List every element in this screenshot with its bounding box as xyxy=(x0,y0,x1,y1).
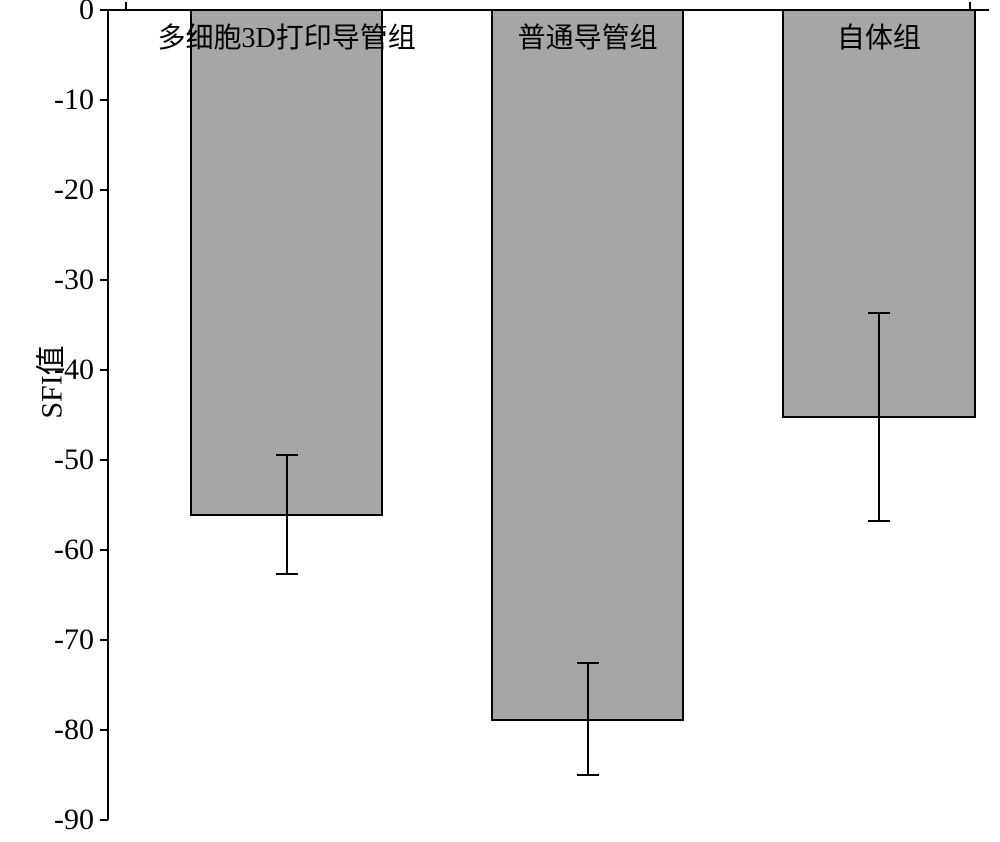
y-tick-label: -60 xyxy=(54,533,94,567)
y-tick-label: -70 xyxy=(54,623,94,657)
error-bar xyxy=(878,313,880,521)
plot-area: 0-10-20-30-40-50-60-70-80-90多细胞3D打印导管组普通… xyxy=(108,10,988,820)
bar-label: 普通导管组 xyxy=(518,16,658,56)
error-bar-cap-upper xyxy=(577,662,599,664)
y-tick xyxy=(100,819,108,821)
y-tick-label: -30 xyxy=(54,263,94,297)
error-bar-cap-upper xyxy=(276,454,298,456)
y-tick-label: -20 xyxy=(54,173,94,207)
y-tick xyxy=(100,729,108,731)
x-tick xyxy=(969,2,971,10)
y-tick-label: -10 xyxy=(54,83,94,117)
error-bar xyxy=(587,663,589,776)
bar-label: 多细胞3D打印导管组 xyxy=(158,16,416,56)
y-tick xyxy=(100,189,108,191)
y-axis-label: SFI值 xyxy=(27,345,71,418)
y-tick xyxy=(100,279,108,281)
x-tick xyxy=(125,2,127,10)
y-tick-label: -50 xyxy=(54,443,94,477)
y-tick-label: -80 xyxy=(54,713,94,747)
error-bar-cap-lower xyxy=(577,774,599,776)
error-bar-cap-upper xyxy=(868,312,890,314)
bar-chart: 0-10-20-30-40-50-60-70-80-90多细胞3D打印导管组普通… xyxy=(0,0,1000,842)
y-tick xyxy=(100,459,108,461)
y-axis-line xyxy=(107,10,109,820)
y-tick xyxy=(100,9,108,11)
error-bar-cap-lower xyxy=(868,520,890,522)
error-bar-cap-lower xyxy=(276,573,298,575)
error-bar xyxy=(286,455,288,575)
y-tick-label: -90 xyxy=(54,803,94,837)
y-tick-label: 0 xyxy=(79,0,94,27)
bar xyxy=(190,11,384,516)
y-tick xyxy=(100,549,108,551)
y-tick xyxy=(100,369,108,371)
y-tick xyxy=(100,639,108,641)
bar xyxy=(491,11,685,721)
bar-label: 自体组 xyxy=(837,16,921,56)
y-tick xyxy=(100,99,108,101)
